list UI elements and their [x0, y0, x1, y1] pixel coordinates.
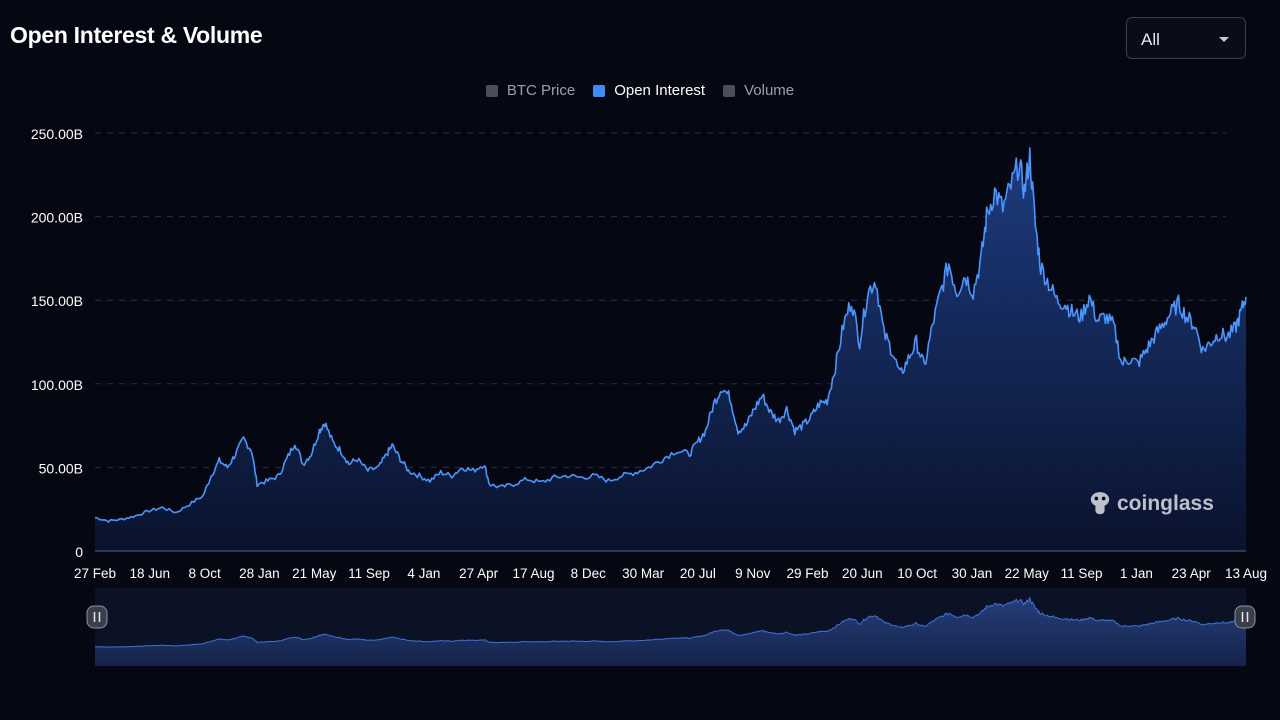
page-title: Open Interest & Volume [10, 22, 263, 48]
y-tick-label: 50.00B [39, 460, 83, 476]
legend-item-btc-price[interactable]: BTC Price [485, 82, 576, 99]
x-tick-label: 8 Oct [188, 566, 221, 581]
axes: 0 50.00B 100.00B 150.00B 200.00B 250.00B 27 Fe… [31, 126, 1267, 581]
legend-swatch [485, 84, 498, 97]
navigator-right-handle[interactable] [1234, 605, 1256, 629]
x-tick-label: 30 Jan [952, 566, 993, 581]
navigator-line [94, 596, 1247, 648]
time-range-select[interactable]: All [1126, 17, 1246, 59]
coinglass-watermark: coinglass [1089, 490, 1214, 518]
x-tick-label: 20 Jul [680, 566, 716, 581]
y-tick-label: 0 [75, 544, 83, 560]
x-tick-label: 17 Aug [512, 566, 554, 581]
legend-swatch [593, 84, 606, 97]
legend-label: Volume [744, 82, 795, 99]
x-tick-label: 18 Jun [130, 566, 171, 581]
chevron-down-icon [1219, 37, 1229, 42]
coinglass-logo-icon [1090, 492, 1110, 515]
x-tick-label: 13 Aug [1225, 566, 1267, 581]
legend-label: Open Interest [614, 82, 706, 99]
legend-swatch [723, 84, 736, 97]
y-tick-label: 250.00B [31, 126, 83, 142]
x-tick-label: 23 Apr [1172, 566, 1212, 581]
open-interest-line [94, 147, 1247, 523]
y-tick-label: 150.00B [31, 293, 83, 309]
x-tick-label: 27 Feb [74, 566, 116, 581]
x-tick-label: 9 Nov [735, 566, 771, 581]
legend-item-open-interest[interactable]: Open Interest [593, 82, 705, 99]
time-range-value: All [1141, 30, 1160, 49]
x-tick-label: 11 Sep [348, 566, 390, 581]
x-tick-label: 30 Mar [622, 566, 665, 581]
navigator-left-handle[interactable] [86, 605, 108, 629]
legend-item-volume[interactable]: Volume [723, 82, 794, 99]
legend-label: BTC Price [506, 82, 576, 99]
y-tick-label: 200.00B [31, 210, 83, 226]
x-tick-label: 11 Sep [1061, 566, 1103, 581]
x-tick-label: 28 Jan [239, 566, 280, 581]
x-tick-label: 8 Dec [571, 566, 607, 581]
chart-legend: BTC Price Open Interest Volume [0, 82, 1280, 99]
x-tick-label: 10 Oct [897, 566, 937, 581]
range-navigator[interactable] [86, 588, 1256, 666]
watermark-text: coinglass [1117, 492, 1214, 515]
x-tick-label: 29 Feb [787, 566, 829, 581]
x-tick-label: 21 May [292, 566, 337, 581]
navigator-area [95, 598, 1246, 666]
x-tick-label: 4 Jan [407, 566, 440, 581]
x-tick-label: 22 May [1005, 566, 1050, 581]
x-tick-label: 20 Jun [842, 566, 883, 581]
open-interest-area [95, 148, 1246, 551]
series-area [94, 147, 1247, 551]
y-tick-label: 100.00B [31, 377, 83, 393]
x-tick-label: 1 Jan [1120, 566, 1153, 581]
x-tick-label: 27 Apr [459, 566, 499, 581]
